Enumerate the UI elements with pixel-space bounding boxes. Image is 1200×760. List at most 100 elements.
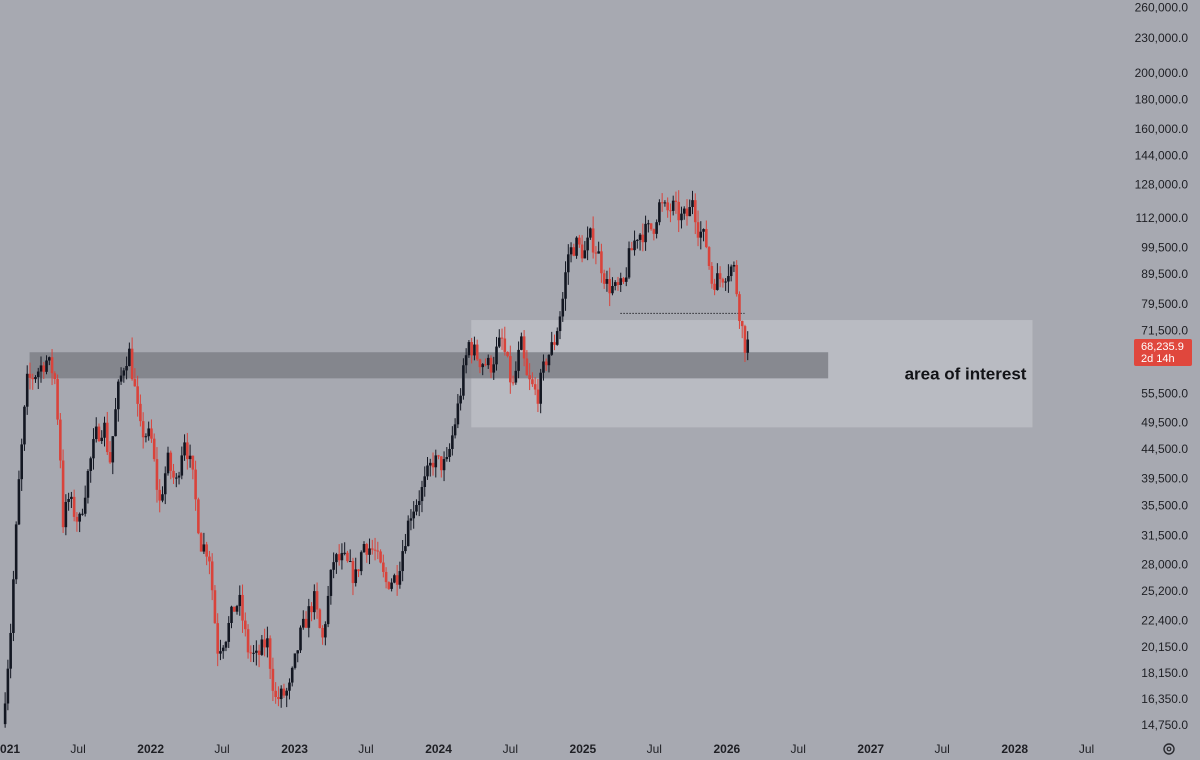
candle [324, 621, 327, 646]
candle [685, 199, 689, 226]
candle-body [6, 668, 10, 704]
candle-body [575, 237, 578, 256]
candle [448, 443, 451, 462]
candle-body [310, 606, 313, 613]
candle [67, 492, 70, 511]
candle-body [246, 629, 250, 653]
candle-body [365, 544, 369, 555]
gear-icon[interactable] [1163, 743, 1175, 755]
candle [337, 544, 341, 566]
y-tick-label: 89,500.0 [1141, 267, 1188, 281]
y-tick-label: 260,000.0 [1135, 1, 1189, 15]
candle-body [326, 595, 330, 625]
candle [108, 441, 112, 464]
candle [373, 537, 377, 561]
candle-body [31, 377, 35, 380]
candle [310, 602, 313, 622]
candle-body [727, 276, 730, 282]
candle-body [462, 365, 465, 396]
candle [12, 570, 15, 642]
y-tick-label: 49,500.0 [1141, 415, 1188, 429]
candle-body [666, 202, 669, 211]
candle-body [17, 479, 21, 525]
candle-body [75, 516, 79, 522]
candle [453, 418, 457, 439]
candle [354, 557, 358, 587]
candle-body [12, 579, 15, 633]
candle [186, 432, 189, 470]
candle [313, 584, 316, 620]
candle-body [144, 436, 148, 438]
candle-body [589, 228, 592, 238]
candle-body [669, 210, 672, 212]
candle-body [288, 682, 291, 691]
candle [3, 692, 7, 728]
candle-body [721, 279, 725, 283]
candle-body [42, 365, 46, 372]
candle [277, 686, 280, 707]
candle [384, 567, 388, 589]
y-axis[interactable]: 260,000.0 230,000.0 200,000.0 180,000.0 160,… [1135, 1, 1189, 732]
candle-body [230, 606, 233, 623]
candle [652, 228, 656, 241]
candle [489, 355, 493, 379]
candle-body [70, 496, 73, 500]
candle [53, 371, 57, 385]
x-tick-label: 2027 [857, 742, 884, 756]
candle-body [658, 202, 661, 223]
candle [230, 605, 233, 629]
candle-body [28, 373, 32, 378]
candle [500, 328, 504, 350]
candle [633, 230, 636, 256]
candle [547, 354, 551, 373]
candle-body [163, 473, 167, 495]
candle-body [470, 342, 473, 356]
x-axis[interactable]: 2021 Jul 2022 Jul 2023 Jul 2024 Jul 2025 Jul 2026 J… [0, 742, 1094, 756]
candle [75, 512, 79, 532]
y-tick-label: 14,750.0 [1141, 718, 1188, 732]
candle-body [688, 207, 692, 217]
candle [81, 508, 84, 516]
candle [174, 473, 178, 488]
candle-body [652, 229, 656, 234]
zone-label-area-of-interest: area of interest [905, 365, 1027, 384]
candle-body [210, 561, 214, 591]
candles-layer [3, 190, 750, 728]
candle-body [682, 208, 686, 214]
candle-body [252, 652, 255, 654]
candle [467, 340, 471, 358]
candle-body [566, 254, 570, 273]
candle-body [108, 452, 112, 463]
candle [359, 550, 363, 576]
x-tick-label: 2024 [425, 742, 452, 756]
candle [531, 372, 534, 387]
candle-body [332, 562, 335, 570]
candle-body [100, 437, 104, 442]
candle-body [660, 202, 664, 204]
candle-body [307, 606, 311, 628]
candle-body [644, 223, 647, 243]
candle [594, 246, 598, 265]
candle-body [509, 356, 512, 383]
candle-body [59, 419, 62, 461]
candle [561, 292, 565, 322]
candle-body [199, 533, 203, 552]
candle [423, 466, 427, 497]
candle-body [624, 277, 628, 282]
candle [464, 348, 468, 374]
candle [718, 266, 722, 288]
candle [727, 264, 730, 293]
candle-body [520, 336, 523, 350]
candle-body [431, 462, 435, 468]
candle-body [260, 639, 264, 655]
y-tick-label: 200,000.0 [1135, 66, 1189, 80]
candle [155, 447, 159, 503]
y-tick-label: 44,500.0 [1141, 442, 1188, 456]
candle-body [268, 638, 272, 669]
candle-body [67, 499, 70, 502]
zone-support-band[interactable] [29, 352, 829, 379]
candle-body [105, 422, 109, 453]
candle-body [451, 435, 454, 449]
candle [128, 342, 131, 367]
candle [172, 463, 175, 485]
